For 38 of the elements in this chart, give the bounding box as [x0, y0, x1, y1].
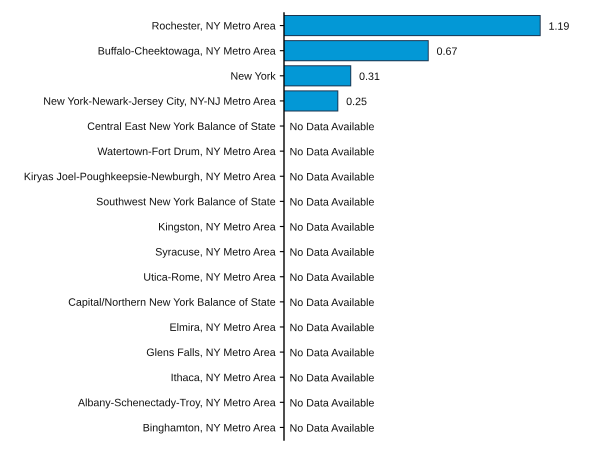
text: No Data Available	[290, 148, 374, 156]
data-label: 0.31	[359, 72, 380, 80]
y-tick-label: Albany-Schenectady-Troy, NY Metro Area	[78, 398, 276, 408]
text: No Data Available	[290, 398, 374, 407]
text: No Data Available	[290, 323, 374, 332]
y-tick-label: Kingston, NY Metro Area	[159, 222, 276, 233]
text: No Data Available	[290, 198, 374, 206]
y-tick-label: New York	[231, 72, 276, 80]
y-tick-label: Capital/Northern New York Balance of State	[68, 298, 276, 308]
y-tick-label: Syracuse, NY Metro Area	[156, 248, 276, 258]
y-tick-label: Central East New York Balance of State	[88, 122, 276, 130]
bar	[284, 40, 429, 62]
y-tick-label: Kiryas Joel-Poughkeepsie-Newburgh, NY Metro Area	[24, 172, 276, 182]
text: No Data Available	[290, 424, 374, 432]
y-tick-label: New York-Newark-Jersey City, NY-NJ Metro Area	[44, 97, 276, 108]
y-tick-label: Watertown-Fort Drum, NY Metro Area	[97, 148, 276, 156]
bar	[284, 15, 541, 36]
y-tick-label: Buffalo-Cheektowaga, NY Metro Area	[98, 46, 276, 57]
y-tick-label: Elmira, NY Metro Area	[170, 323, 276, 332]
data-label: 0.25	[346, 98, 367, 106]
data-label: 0.67	[436, 47, 457, 55]
data-label: 1.19	[549, 22, 569, 30]
y-tick-label: Glens Falls, NY Metro Area	[146, 348, 276, 358]
bar	[284, 90, 338, 112]
text: No Data Available	[290, 222, 374, 231]
text: No Data Available	[290, 248, 374, 256]
y-tick-label: Rochester, NY Metro Area	[152, 22, 276, 31]
bar	[284, 65, 352, 86]
text: No Data Available	[290, 298, 374, 306]
y-tick-label: Ithaca, NY Metro Area	[172, 373, 276, 382]
text: No Data Available	[290, 348, 374, 356]
text: No Data Available	[290, 172, 374, 181]
text: No Data Available	[290, 374, 374, 382]
text: No Data Available	[290, 273, 374, 281]
y-tick-label: Binghamton, NY Metro Area	[144, 424, 276, 434]
y-tick-label: Southwest New York Balance of State	[96, 198, 276, 206]
text: No Data Available	[290, 122, 374, 130]
y-tick-label: Utica-Rome, NY Metro Area	[144, 272, 276, 282]
